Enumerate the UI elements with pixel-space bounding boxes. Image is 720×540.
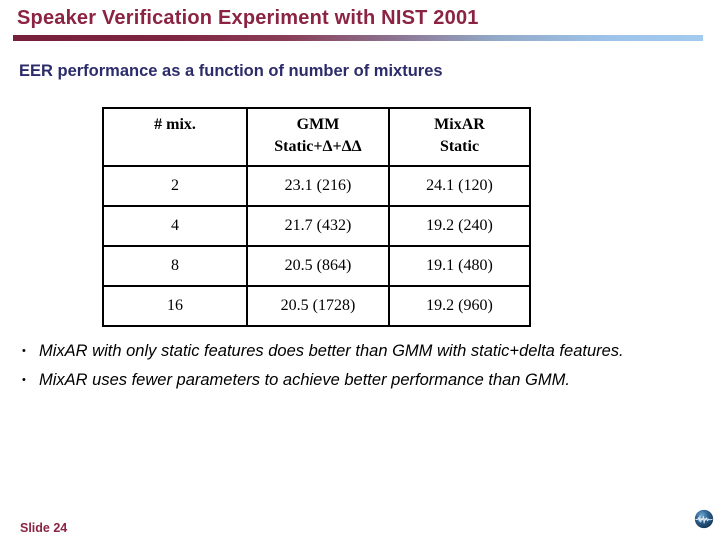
col-header-line: Static — [439, 138, 480, 155]
results-table: # mix. GMM Static+Δ+ΔΔ MixAR Static 2 23… — [102, 107, 531, 327]
col-header-gmm: GMM Static+Δ+ΔΔ — [246, 107, 390, 167]
table-row: 4 21.7 (432) 19.2 (240) — [102, 205, 531, 247]
results-table-body: 2 23.1 (216) 24.1 (120) 4 21.7 (432) 19.… — [102, 165, 531, 327]
bullet-marker: • — [22, 345, 26, 357]
cell-gmm-eer: 21.7 (432) — [246, 205, 390, 247]
col-header-line: # mix. — [154, 116, 196, 133]
slide-number: Slide 24 — [20, 521, 68, 535]
cell-gmm-eer: 20.5 (1728) — [246, 285, 390, 327]
cell-gmm-eer: 23.1 (216) — [246, 165, 390, 207]
title-divider — [13, 35, 703, 41]
cell-num-mixtures: 16 — [102, 285, 248, 327]
bullet-marker: • — [22, 374, 26, 386]
col-header-mixar: MixAR Static — [388, 107, 531, 167]
cell-mixar-eer: 24.1 (120) — [388, 165, 531, 207]
cell-num-mixtures: 2 — [102, 165, 248, 207]
slide-title: Speaker Verification Experiment with NIS… — [17, 7, 479, 29]
cell-num-mixtures: 8 — [102, 245, 248, 287]
cell-num-mixtures: 4 — [102, 205, 248, 247]
bullet-list: • MixAR with only static features does b… — [22, 339, 662, 397]
col-header-num-mixtures: # mix. — [102, 107, 248, 167]
bullet-item: • MixAR uses fewer parameters to achieve… — [22, 368, 662, 392]
col-header-line: GMM — [296, 116, 340, 133]
cell-mixar-eer: 19.2 (240) — [388, 205, 531, 247]
table-row: 2 23.1 (216) 24.1 (120) — [102, 165, 531, 207]
bullet-item: • MixAR with only static features does b… — [22, 339, 662, 363]
bullet-text: MixAR with only static features does bet… — [39, 342, 624, 360]
table-row: 16 20.5 (1728) 19.2 (960) — [102, 285, 531, 327]
cell-mixar-eer: 19.2 (960) — [388, 285, 531, 327]
col-header-line: Static+Δ+ΔΔ — [274, 138, 362, 155]
waveform-sphere-logo-icon — [693, 508, 715, 530]
cell-gmm-eer: 20.5 (864) — [246, 245, 390, 287]
header-row: # mix. GMM Static+Δ+ΔΔ MixAR Static — [102, 107, 531, 167]
slide-subtitle: EER performance as a function of number … — [19, 62, 443, 80]
results-table-header: # mix. GMM Static+Δ+ΔΔ MixAR Static — [102, 107, 531, 167]
col-header-line: MixAR — [434, 116, 485, 133]
table-row: 8 20.5 (864) 19.1 (480) — [102, 245, 531, 287]
bullet-text: MixAR uses fewer parameters to achieve b… — [39, 371, 570, 389]
cell-mixar-eer: 19.1 (480) — [388, 245, 531, 287]
